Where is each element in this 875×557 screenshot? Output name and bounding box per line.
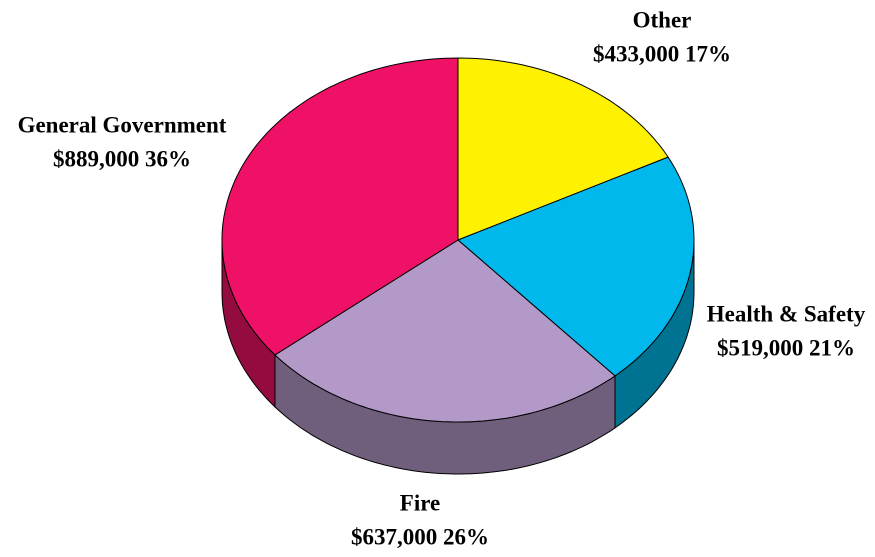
slice-label: Other [633,7,692,32]
value-label: $889,000 36% [53,146,191,171]
slice [221,57,459,356]
value-label: $637,000 26% [351,524,489,549]
slice [274,239,616,423]
value-label: $519,000 21% [717,335,855,360]
slice [457,156,695,377]
slice [457,57,669,241]
slice-label: Fire [400,490,440,515]
slice-label: General Government [18,112,227,137]
slice-label: Health & Safety [707,301,866,326]
value-label: $433,000 17% [593,41,731,66]
